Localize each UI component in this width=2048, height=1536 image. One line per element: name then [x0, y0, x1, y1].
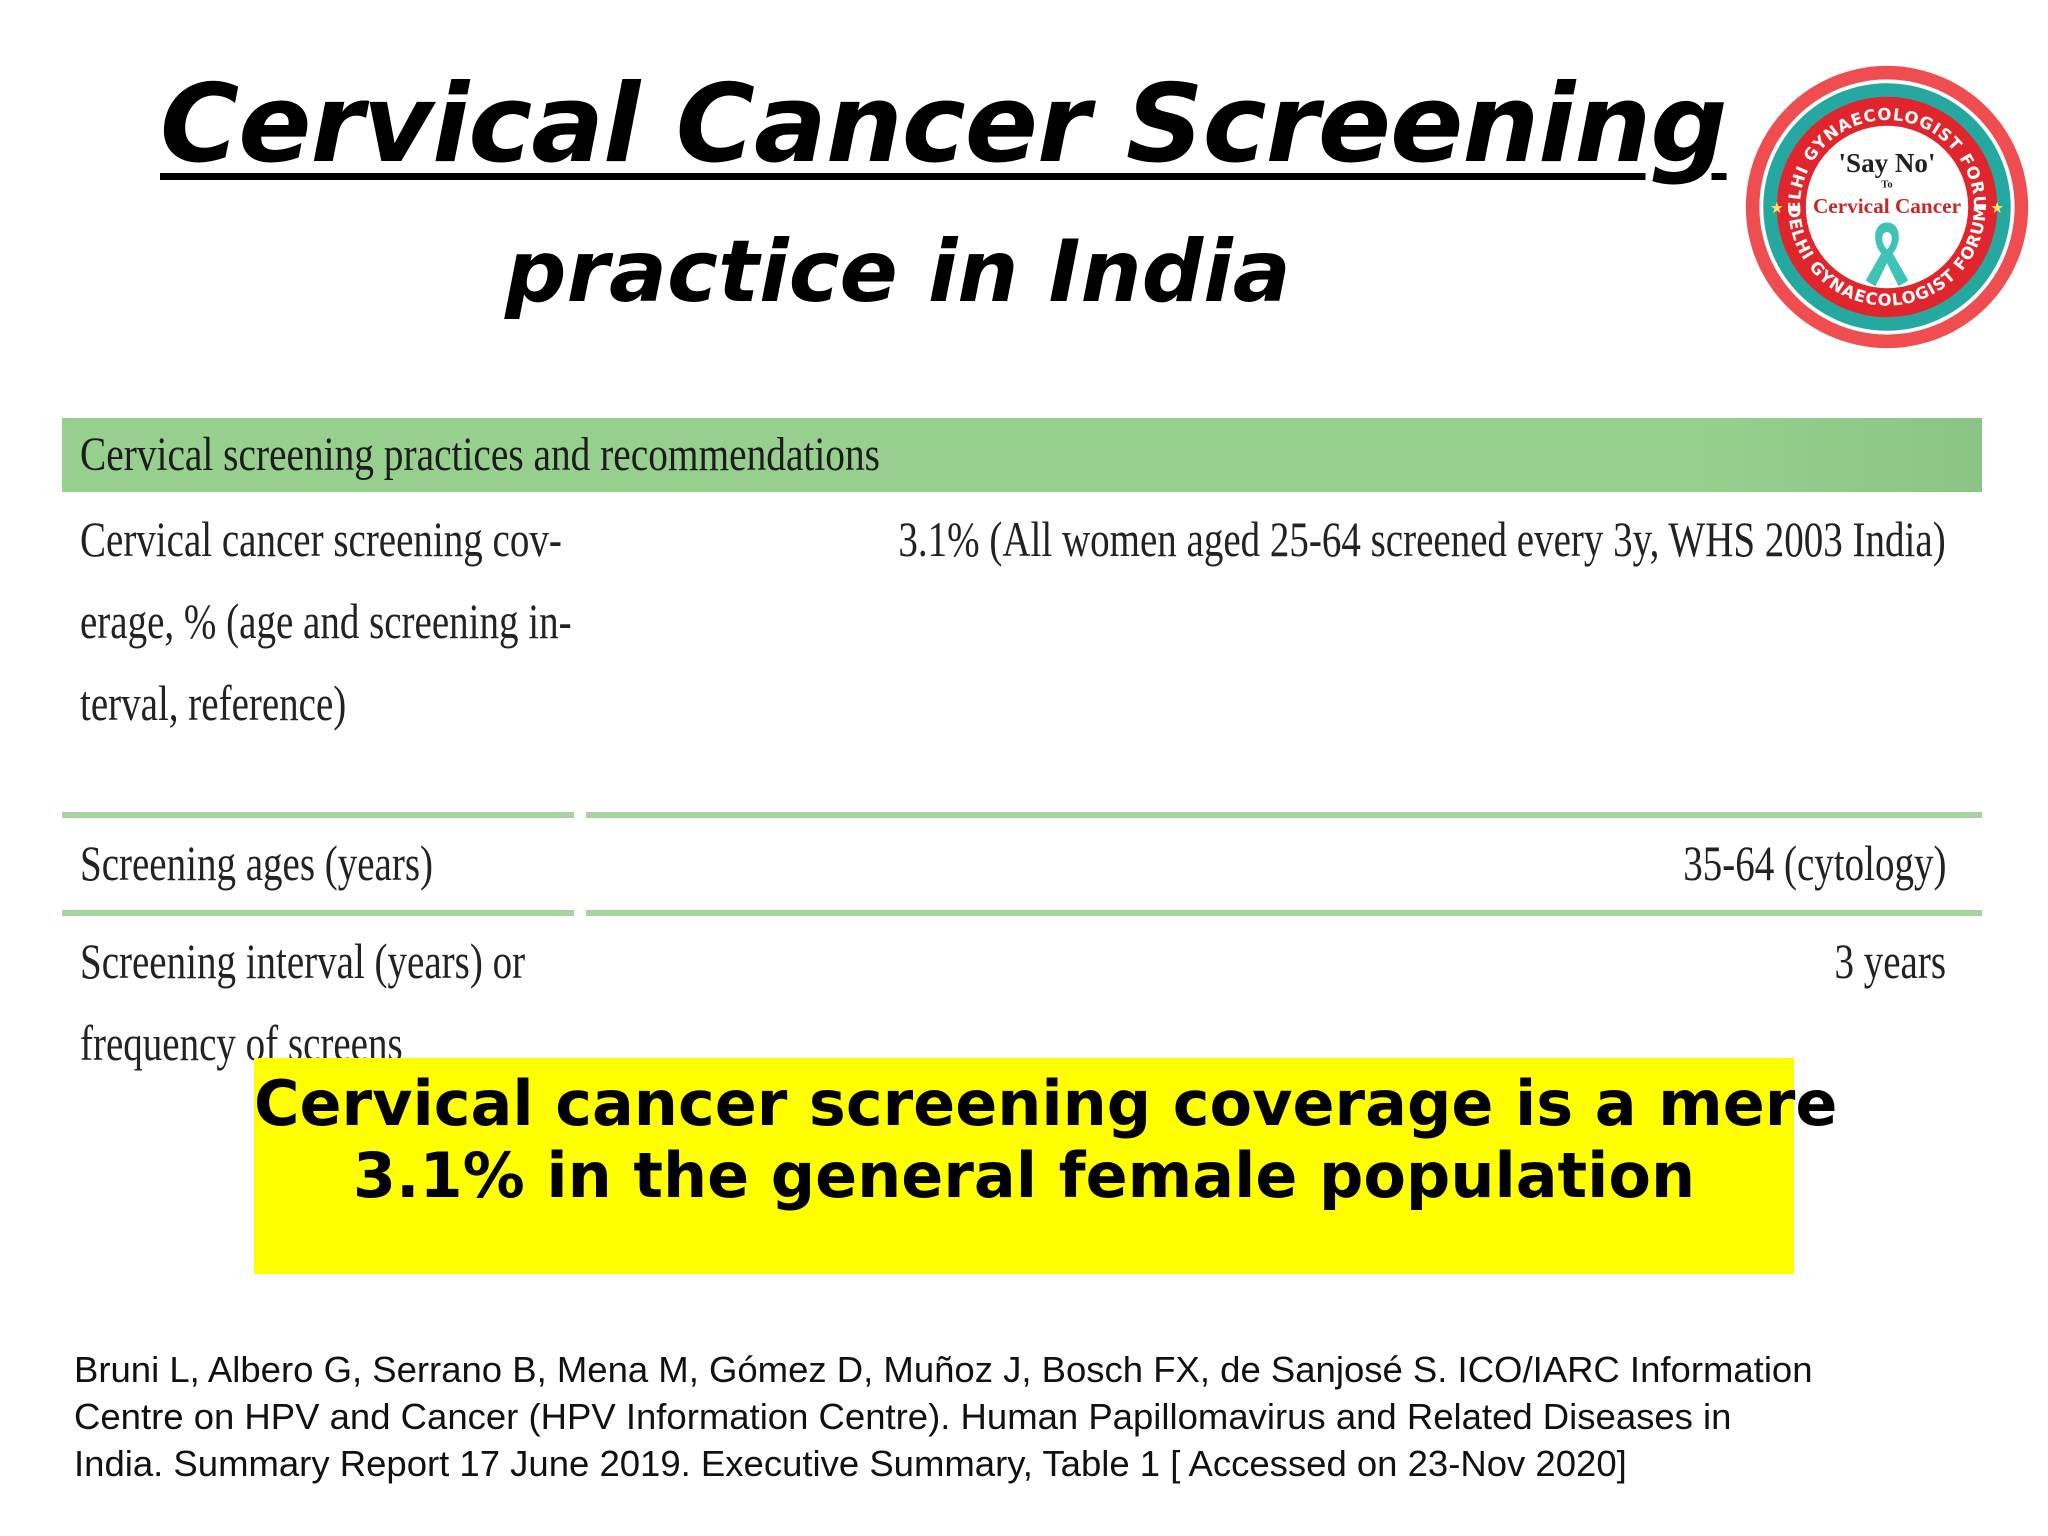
row-value: 3.1% (All women aged 25-64 screened ever…	[582, 498, 1982, 812]
awareness-ribbon-icon	[1865, 222, 1909, 287]
citation: Bruni L, Albero G, Serrano B, Mena M, Gó…	[74, 1346, 2004, 1487]
table-row: Screening ages (years) 35-64 (cytology)	[62, 818, 1982, 910]
row-divider	[62, 910, 1982, 916]
row-value: 3 years	[582, 920, 1982, 1096]
row-value-text: 35-64 (cytology)	[1682, 835, 1946, 891]
row-label: Screening ages (years)	[62, 822, 582, 910]
table-row: Cervical cancer screening cov- erage, % …	[62, 492, 1982, 812]
callout-line: Cervical cancer screening coverage is a …	[254, 1067, 1838, 1140]
row-label-line: Screening ages (years)	[80, 835, 434, 891]
citation-line: Centre on HPV and Cancer (HPV Informatio…	[74, 1396, 1732, 1437]
callout-line: 3.1% in the general female population	[352, 1139, 1696, 1212]
table-header-text: Cervical screening practices and recomme…	[80, 428, 880, 481]
logo-to-text: To	[1881, 180, 1892, 191]
table-header: Cervical screening practices and recomme…	[62, 418, 1982, 492]
citation-line: Bruni L, Albero G, Serrano B, Mena M, Gó…	[74, 1349, 1813, 1390]
row-value-text: 3.1% (All women aged 25-64 screened ever…	[898, 511, 1946, 567]
row-label-line: Screening interval (years) or	[80, 933, 526, 989]
row-label: Cervical cancer screening cov- erage, % …	[62, 498, 582, 812]
row-value-text: 3 years	[1834, 933, 1946, 989]
slide-subtitle: practice in India	[505, 222, 1291, 322]
slide-title: Cervical Cancer Screening	[160, 62, 1728, 187]
citation-line: India. Summary Report 17 June 2019. Exec…	[74, 1443, 1627, 1484]
say-no-to-cervical-cancer-logo: DELHI GYNAECOLOGIST FORUM DELHI GYNAECOL…	[1742, 62, 2029, 349]
screening-table: Cervical screening practices and recomme…	[62, 418, 1982, 1096]
row-label-line: erage, % (age and screening in-	[80, 593, 572, 649]
row-value: 35-64 (cytology)	[582, 822, 1982, 910]
logo-say-no-text: 'Say No'	[1839, 148, 1936, 178]
row-divider	[62, 812, 1982, 818]
row-label-line: Cervical cancer screening cov-	[80, 511, 562, 567]
key-finding-callout: Cervical cancer screening coverage is a …	[254, 1058, 1838, 1274]
row-label-line: terval, reference)	[80, 675, 347, 731]
logo-cervical-cancer-text: Cervical Cancer	[1813, 194, 1961, 218]
star-icon: ★	[1770, 199, 1784, 217]
star-icon: ★	[1990, 199, 2004, 217]
